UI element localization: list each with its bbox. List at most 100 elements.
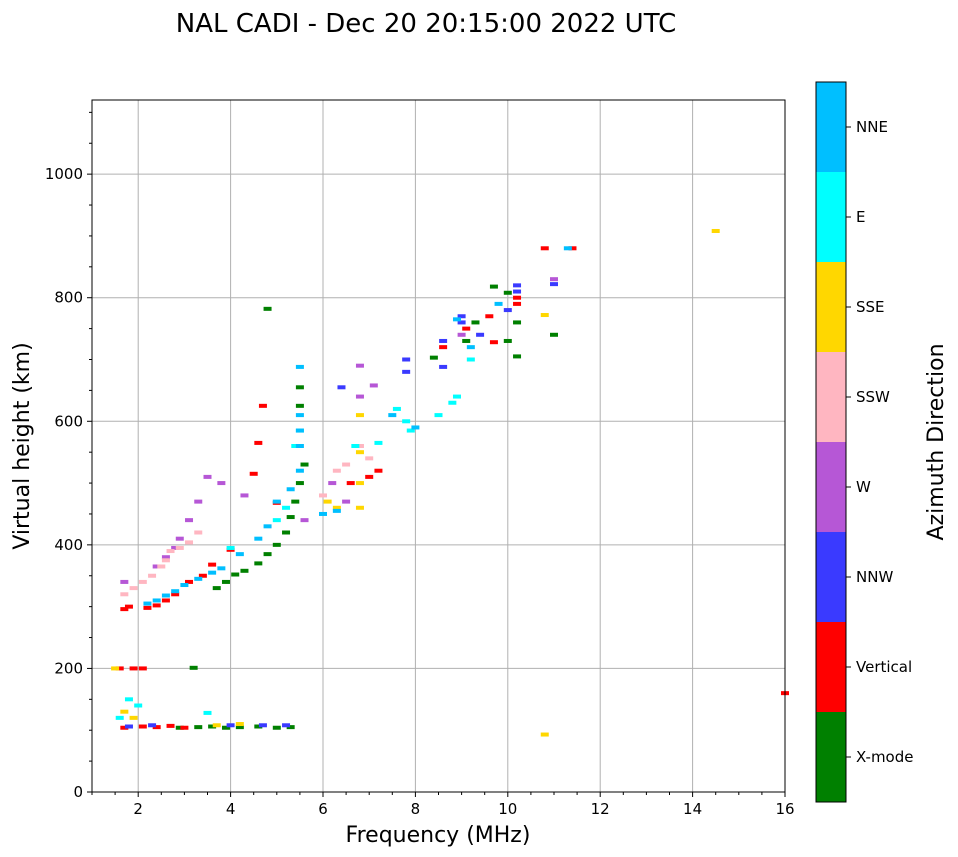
point-nnw xyxy=(337,385,346,390)
point-ssw xyxy=(185,540,194,545)
point-nnw xyxy=(439,338,448,343)
point-x-mode xyxy=(263,552,272,557)
point-x-mode xyxy=(295,481,304,486)
point-x-mode xyxy=(208,724,217,729)
point-vertical xyxy=(489,340,498,345)
x-tick-label: 4 xyxy=(226,800,236,818)
point-vertical xyxy=(152,725,161,730)
grid-lines xyxy=(92,100,786,792)
point-e xyxy=(406,428,415,433)
colorbar: X-mode Vertical NNW W SSW SSE E NNE xyxy=(816,82,913,802)
point-nnw xyxy=(513,289,522,294)
colorbar-tick-label: SSE xyxy=(856,298,885,316)
colorbar-tick-label: E xyxy=(856,208,865,226)
point-nnw xyxy=(503,308,512,313)
point-w xyxy=(217,481,226,486)
point-x-mode xyxy=(462,338,471,343)
point-x-mode xyxy=(263,306,272,311)
point-x-mode xyxy=(254,724,263,729)
point-w xyxy=(355,394,364,399)
point-vertical xyxy=(138,666,147,671)
point-nne xyxy=(152,598,161,603)
point-nnw xyxy=(402,369,411,374)
point-nne xyxy=(563,246,572,251)
point-ssw xyxy=(138,579,147,584)
x-axis-label: Frequency (MHz) xyxy=(346,823,531,848)
point-vertical xyxy=(374,468,383,473)
point-ssw xyxy=(194,530,203,535)
point-nne xyxy=(272,499,281,504)
point-nne xyxy=(263,524,272,529)
point-sse xyxy=(540,732,549,737)
point-nnw xyxy=(476,332,485,337)
point-vertical xyxy=(120,725,129,730)
point-nnw xyxy=(282,723,291,728)
colorbar-segment-sse xyxy=(816,262,846,352)
point-x-mode xyxy=(550,332,558,337)
point-w xyxy=(457,332,466,337)
point-e xyxy=(448,400,457,405)
point-nne xyxy=(452,317,461,322)
point-sse xyxy=(355,450,364,455)
point-x-mode xyxy=(272,542,281,547)
point-vertical xyxy=(254,440,263,445)
point-ssw xyxy=(319,493,327,498)
point-x-mode xyxy=(300,462,309,467)
point-x-mode xyxy=(254,561,263,566)
point-vertical xyxy=(171,592,180,597)
point-e xyxy=(291,444,300,448)
point-x-mode xyxy=(471,320,480,325)
point-nne xyxy=(388,413,397,418)
point-ssw xyxy=(175,545,184,550)
point-x-mode xyxy=(295,385,304,390)
point-nne xyxy=(208,570,217,575)
data-points xyxy=(111,228,789,737)
point-sse xyxy=(120,709,129,714)
point-sse xyxy=(235,722,244,727)
x-tick-label: 6 xyxy=(318,800,328,818)
point-sse xyxy=(323,499,332,504)
point-e xyxy=(124,697,133,702)
x-tick-label: 16 xyxy=(775,800,794,818)
point-e xyxy=(203,710,212,715)
point-w xyxy=(240,493,249,498)
point-e xyxy=(226,545,235,550)
point-nnw xyxy=(513,283,522,288)
x-tick-label: 14 xyxy=(683,800,702,818)
point-vertical xyxy=(513,295,522,300)
point-vertical xyxy=(485,314,494,319)
point-ssw xyxy=(120,592,129,597)
point-x-mode xyxy=(189,665,198,670)
point-vertical xyxy=(198,573,207,578)
point-x-mode xyxy=(221,725,230,730)
point-nne xyxy=(217,566,226,571)
point-x-mode xyxy=(429,355,438,360)
point-sse xyxy=(111,666,120,671)
point-e xyxy=(374,440,383,445)
point-sse xyxy=(332,505,341,510)
point-nnw xyxy=(258,723,267,728)
point-nne xyxy=(286,487,295,492)
point-vertical xyxy=(258,403,267,408)
point-e xyxy=(452,394,461,399)
point-ssw xyxy=(161,558,170,563)
point-w xyxy=(185,518,194,523)
point-nne xyxy=(295,413,304,418)
point-w xyxy=(328,481,337,486)
y-tick-label: 800 xyxy=(54,289,83,307)
point-x-mode xyxy=(286,725,295,730)
point-vertical xyxy=(143,605,152,610)
point-e xyxy=(272,518,281,523)
point-sse xyxy=(212,723,221,728)
point-x-mode xyxy=(513,354,522,359)
point-sse xyxy=(355,413,364,418)
point-vertical xyxy=(166,723,175,728)
point-w xyxy=(161,555,170,560)
point-sse xyxy=(355,505,364,510)
point-sse xyxy=(540,313,549,318)
point-nnw xyxy=(402,357,411,362)
point-x-mode xyxy=(503,290,512,295)
point-ssw xyxy=(365,456,374,461)
point-nne xyxy=(295,468,304,473)
